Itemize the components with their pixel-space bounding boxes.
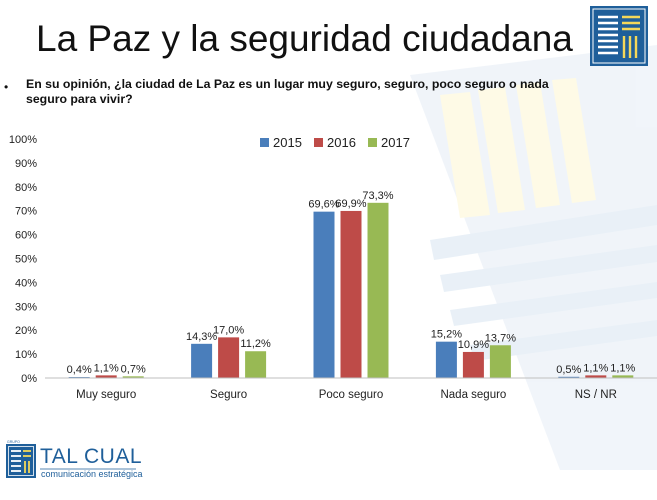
slide-title: La Paz y la seguridad ciudadana bbox=[36, 18, 573, 59]
legend-swatch-2015 bbox=[260, 138, 269, 147]
y-tick-label: 10% bbox=[15, 349, 37, 361]
bar-data-label: 0,5% bbox=[556, 364, 581, 376]
legend-label: 2016 bbox=[327, 135, 356, 150]
bar-data-label: 69,6% bbox=[308, 199, 339, 211]
bar-2016 bbox=[95, 375, 117, 378]
brand-tagline: comunicación estratégica bbox=[41, 469, 143, 479]
bar-data-label: 73,3% bbox=[362, 190, 393, 202]
y-axis: 0% 10% 20% 30% 40% 50% 60% 70% 80% 90% 100% bbox=[9, 134, 37, 385]
bar-2016 bbox=[340, 210, 362, 378]
x-axis: Muy seguro Seguro Poco seguro Nada seguro NS… bbox=[45, 377, 657, 401]
legend-label: 2017 bbox=[381, 135, 410, 150]
y-tick-label: 90% bbox=[15, 158, 37, 170]
y-tick-label: 0% bbox=[21, 373, 37, 385]
x-tick-label: Nada seguro bbox=[440, 389, 506, 401]
survey-question: En su opinión, ¿la ciudad de La Paz es u… bbox=[26, 77, 549, 106]
y-tick-label: 50% bbox=[15, 254, 37, 266]
chart-legend: 2015 2016 2017 bbox=[260, 135, 410, 150]
bar-series bbox=[68, 202, 634, 378]
bar-data-label: 0,7% bbox=[121, 363, 146, 375]
y-tick-label: 100% bbox=[9, 134, 37, 146]
bar-2017 bbox=[489, 345, 511, 378]
legend-swatch-2016 bbox=[314, 138, 323, 147]
bar-data-label: 0,4% bbox=[67, 364, 92, 376]
brand-name: TAL CUAL bbox=[40, 445, 143, 468]
bar-data-label: 1,1% bbox=[583, 362, 608, 374]
bar-2017 bbox=[122, 376, 144, 378]
y-tick-label: 20% bbox=[15, 325, 37, 337]
bar-2017 bbox=[245, 351, 267, 378]
bar-data-label: 11,2% bbox=[240, 338, 271, 350]
legend-swatch-2017 bbox=[368, 138, 377, 147]
bar-2015 bbox=[435, 341, 457, 378]
brand-logo-letters: GRUPO bbox=[7, 440, 20, 444]
bar-data-label: 1,1% bbox=[94, 362, 119, 374]
y-tick-label: 70% bbox=[15, 206, 37, 218]
bar-2017 bbox=[367, 202, 389, 378]
bar-data-label: 15,2% bbox=[431, 329, 462, 341]
bar-data-label: 69,9% bbox=[335, 198, 366, 210]
bar-2015 bbox=[558, 376, 580, 378]
bar-2016 bbox=[585, 375, 607, 378]
bar-data-label: 10,9% bbox=[458, 339, 489, 351]
bullet-marker: • bbox=[4, 80, 9, 94]
bar-data-label: 1,1% bbox=[610, 362, 635, 374]
brand-logo-icon: GRUPO bbox=[6, 440, 136, 478]
bar-2016 bbox=[218, 337, 240, 378]
bar-data-label: 17,0% bbox=[213, 324, 244, 336]
x-tick-label: NS / NR bbox=[575, 389, 617, 401]
y-tick-label: 80% bbox=[15, 182, 37, 194]
bar-data-label: 14,3% bbox=[186, 331, 217, 343]
x-tick-label: Seguro bbox=[210, 389, 247, 401]
y-tick-label: 60% bbox=[15, 230, 37, 242]
legend-label: 2015 bbox=[273, 135, 302, 150]
bar-2017 bbox=[612, 375, 634, 378]
x-tick-label: Poco seguro bbox=[319, 389, 384, 401]
bar-data-label: 13,7% bbox=[485, 332, 516, 344]
bar-chart: 0% 10% 20% 30% 40% 50% 60% 70% 80% 90% 100% 0,4% 14… bbox=[9, 134, 657, 401]
y-tick-label: 30% bbox=[15, 301, 37, 313]
x-tick-label: Muy seguro bbox=[76, 389, 136, 401]
bar-2015 bbox=[313, 211, 335, 378]
data-labels: 0,4%14,3%69,6%15,2%0,5%1,1%17,0%69,9%10,… bbox=[67, 190, 636, 376]
y-tick-label: 40% bbox=[15, 277, 37, 289]
corner-logo-icon bbox=[590, 6, 648, 66]
bar-2015 bbox=[191, 343, 213, 378]
bar-2016 bbox=[462, 351, 484, 378]
